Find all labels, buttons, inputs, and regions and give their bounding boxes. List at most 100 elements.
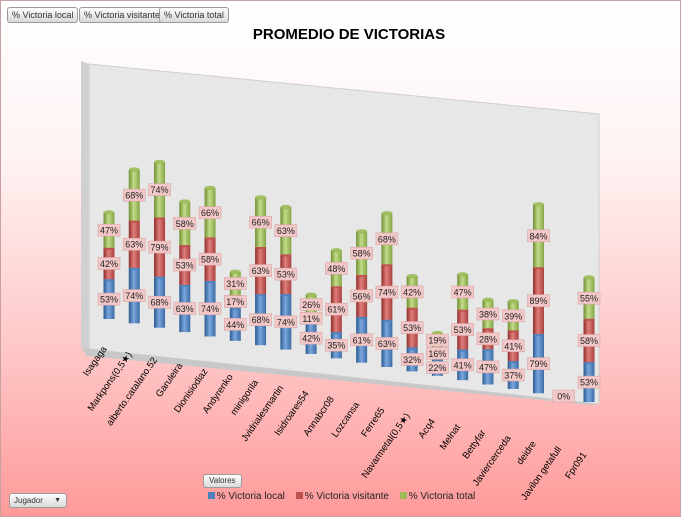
data-label-text: 0%: [557, 392, 570, 402]
data-label-text: 53%: [100, 295, 118, 305]
data-label-box: [325, 338, 348, 352]
data-label-text: 41%: [504, 341, 522, 351]
legend-swatch-visitante: [295, 492, 303, 499]
data-label-total-14: 47%: [451, 285, 474, 299]
chart-side-wall: [81, 61, 89, 349]
data-label-local-6: 68%: [249, 313, 272, 327]
data-label-visitante-16: 41%: [501, 339, 525, 353]
chart-back-wall: [88, 63, 600, 405]
data-label-visitante-5: 17%: [224, 295, 247, 308]
legend-item-visitante: % Victoria visitante: [295, 491, 389, 502]
data-label-text: 58%: [201, 255, 219, 265]
data-label-box: [299, 298, 323, 311]
data-label-local-10: 61%: [350, 333, 373, 347]
data-label-text: 47%: [100, 226, 118, 236]
data-label-local-11: 63%: [375, 337, 399, 350]
data-label-text: 28%: [479, 334, 497, 344]
data-label-total-19: 55%: [577, 291, 601, 305]
data-label-local-19: 53%: [577, 375, 601, 389]
data-label-box: [375, 232, 399, 246]
data-label-total-1: 68%: [122, 188, 146, 202]
data-label-text: 74%: [378, 288, 396, 298]
data-label-total-10: 58%: [350, 246, 373, 260]
data-label-total-7: 63%: [274, 224, 298, 238]
data-label-box: [426, 361, 449, 374]
data-label-text: 53%: [454, 325, 472, 335]
data-label-text: 38%: [479, 310, 497, 320]
data-label-local-16: 37%: [501, 368, 525, 382]
data-label-text: 42%: [302, 334, 320, 344]
data-label-box: [224, 318, 247, 331]
data-label-local-1: 74%: [122, 289, 146, 302]
data-label-box: [274, 224, 298, 238]
data-label-visitante-13: 16%: [426, 346, 449, 360]
data-label-text: 41%: [454, 360, 472, 370]
data-label-text: 22%: [428, 363, 446, 373]
bar-cap-total-7: [280, 204, 292, 210]
bar-cap-total-4: [204, 185, 216, 191]
jugador-filter-button[interactable]: Jugador ▼: [9, 493, 67, 508]
data-label-text: 89%: [529, 296, 547, 306]
data-label-box: [148, 240, 171, 254]
filter-button-victoria-total[interactable]: % Victoria total: [159, 7, 229, 23]
data-label-box: [122, 289, 146, 302]
data-label-box: [274, 315, 298, 329]
bar-cap-total-0: [103, 210, 115, 215]
data-label-box: [198, 252, 222, 266]
x-tick-label-13: Acq4: [416, 417, 437, 441]
data-label-text: 68%: [252, 315, 270, 325]
data-label-text: 68%: [151, 298, 169, 308]
bar-cap-total-2: [154, 159, 166, 165]
data-label-box: [249, 313, 272, 327]
bar-cap-total-15: [482, 297, 494, 302]
data-label-text: 48%: [327, 264, 345, 274]
data-label-visitante-8: 11%: [299, 312, 323, 325]
data-label-box: [426, 346, 449, 360]
data-label-text: 74%: [277, 317, 295, 327]
data-label-local-15: 47%: [476, 360, 500, 374]
data-label-local-12: 32%: [400, 353, 424, 366]
data-label-text: 47%: [479, 362, 497, 372]
data-label-text: 42%: [403, 287, 421, 297]
data-label-box: [173, 302, 197, 315]
data-label-text: 16%: [428, 349, 446, 359]
jugador-filter-label: Jugador: [14, 496, 43, 505]
data-label-box: [527, 357, 550, 370]
data-label-box: [375, 285, 399, 299]
data-label-text: 56%: [353, 291, 371, 301]
data-label-text: 39%: [504, 311, 522, 321]
data-label-text: 42%: [100, 259, 118, 269]
data-label-text: 35%: [327, 341, 345, 351]
valores-button[interactable]: Valores: [203, 474, 242, 488]
data-label-box: [476, 307, 500, 321]
data-label-box: [451, 285, 474, 299]
data-label-text: 58%: [176, 219, 194, 229]
data-label-local-17: 79%: [527, 357, 550, 370]
filter-button-victoria-local[interactable]: % Victoria local: [7, 7, 79, 23]
data-label-box: [375, 337, 399, 350]
data-label-text: 63%: [378, 339, 396, 349]
data-label-box: [476, 332, 500, 346]
data-label-text: 58%: [353, 249, 371, 259]
data-label-total-17: 84%: [527, 229, 550, 243]
data-label-box: [451, 323, 474, 336]
data-label-total-15: 38%: [476, 307, 500, 321]
data-label-total-12: 42%: [400, 285, 424, 299]
data-label-text: 53%: [580, 378, 598, 388]
data-label-box: [148, 183, 171, 197]
data-label-box: [224, 277, 247, 290]
data-label-visitante-12: 53%: [400, 321, 424, 334]
data-label-box: [299, 331, 323, 345]
data-label-text: 63%: [277, 226, 295, 236]
data-label-box: [501, 368, 525, 382]
data-label-box: [148, 295, 171, 309]
data-label-local-4: 74%: [198, 302, 222, 316]
data-label-text: 17%: [226, 297, 244, 307]
bar-cap-total-9: [330, 248, 342, 253]
bar-cap-total-10: [356, 229, 368, 234]
data-label-total-6: 66%: [249, 215, 272, 229]
data-label-local-7: 74%: [274, 315, 298, 329]
legend-swatch-local: [207, 492, 215, 499]
data-label-local-2: 68%: [148, 295, 171, 309]
